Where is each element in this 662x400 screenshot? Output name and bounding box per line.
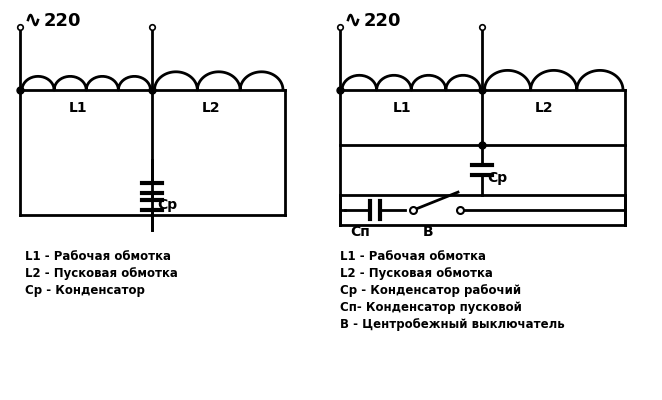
Text: L1: L1 [393, 101, 411, 115]
Text: Cр - Конденсатор: Cр - Конденсатор [25, 284, 145, 297]
Text: 220: 220 [44, 12, 81, 30]
Text: В - Центробежный выключатель: В - Центробежный выключатель [340, 318, 565, 331]
Text: В: В [423, 225, 434, 239]
Text: L1 - Рабочая обмотка: L1 - Рабочая обмотка [25, 250, 171, 263]
Text: L2: L2 [201, 101, 220, 115]
Text: Cр: Cр [158, 198, 177, 212]
Text: L1: L1 [69, 101, 87, 115]
Text: L2 - Пусковая обмотка: L2 - Пусковая обмотка [25, 267, 178, 280]
Text: Cп- Конденсатор пусковой: Cп- Конденсатор пусковой [340, 301, 522, 314]
Text: Cр: Cр [487, 171, 508, 185]
Text: L1 - Рабочая обмотка: L1 - Рабочая обмотка [340, 250, 486, 263]
Text: 220: 220 [364, 12, 401, 30]
Text: Cр - Конденсатор рабочий: Cр - Конденсатор рабочий [340, 284, 521, 297]
Text: Cп: Cп [350, 225, 370, 239]
Text: L2 - Пусковая обмотка: L2 - Пусковая обмотка [340, 267, 493, 280]
Text: L2: L2 [535, 101, 553, 115]
